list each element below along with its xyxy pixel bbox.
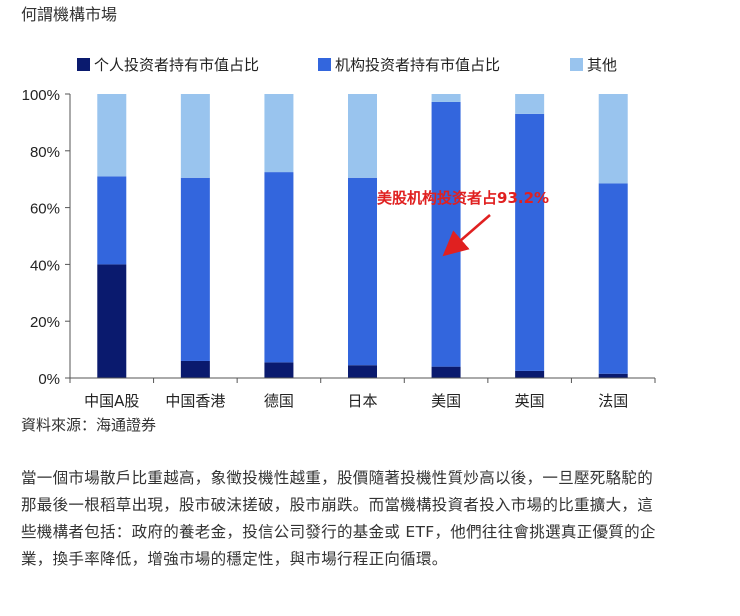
bar-segment [180,177,210,361]
bars [97,94,628,378]
bar-segment [97,264,127,378]
legend-swatch [318,58,331,71]
legend-label: 个人投资者持有市值占比 [94,56,259,74]
stacked-bar-chart: 个人投资者持有市值占比 机构投资者持有市值占比 其他 0% 20% 40% 60% 80% 1… [22,56,656,410]
bar-segment [264,362,294,378]
bar-segment [598,183,628,374]
bar-segment [515,370,545,378]
y-tick-label: 20% [30,314,60,331]
legend-label: 其他 [587,56,617,74]
bar-segment [180,94,210,178]
bar-segment [264,172,294,363]
legend-label: 机构投资者持有市值占比 [335,56,500,74]
bar-segment [431,101,461,367]
page-title: 何謂機構市場 [21,5,118,24]
bar-segment [180,360,210,378]
bar-segment [348,365,377,378]
annotation-arrow [442,214,491,257]
y-axis: 0% 20% 40% 60% 80% 100% [22,87,71,388]
x-tick-label: 中国A股 [84,392,139,410]
annotation-text: 美股机构投资者占93.2% [377,189,549,207]
bar-segment [431,366,461,378]
bar-segment [348,94,377,178]
x-tick-label: 中国香港 [165,392,225,410]
chart-legend: 个人投资者持有市值占比 机构投资者持有市值占比 其他 [77,56,617,74]
bar-segment [348,177,377,366]
x-tick-label: 德国 [264,392,294,410]
bar-segment [431,94,461,102]
source-note: 資料來源：海通證券 [21,416,157,434]
y-tick-label: 0% [38,371,60,388]
x-tick-label: 美国 [431,392,461,410]
y-tick-label: 60% [30,201,60,218]
y-tick-label: 100% [22,87,60,104]
x-tick-label: 日本 [347,392,377,410]
legend-swatch [77,58,90,71]
x-tick-label: 英国 [515,392,545,410]
x-tick-label: 法国 [598,392,628,410]
bar-segment [598,373,628,378]
bar-segment [97,176,127,265]
x-axis: 中国A股 中国香港 德国 日本 美国 英国 法国 [69,377,656,410]
bar-segment [264,94,294,173]
body-paragraph: 當一個市場散戶比重越高，象徵投機性越重，股價隨著投機性質炒高以後，一旦壓死駱駝的… [21,469,656,568]
y-tick-label: 80% [30,144,60,161]
bar-segment [598,94,628,184]
bar-segment [515,94,545,114]
chart-annotation: 美股机构投资者占93.2% [377,189,549,257]
y-tick-label: 40% [30,257,60,274]
legend-swatch [570,58,583,71]
bar-segment [97,94,127,177]
bar-segment [515,113,545,371]
